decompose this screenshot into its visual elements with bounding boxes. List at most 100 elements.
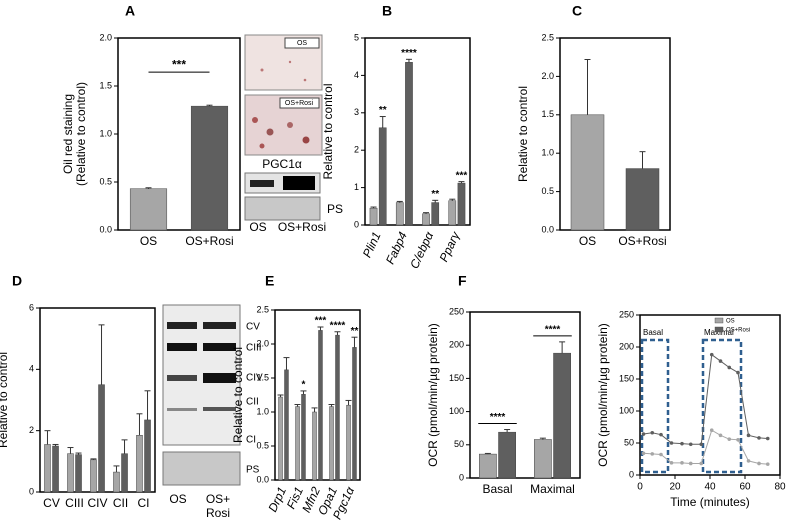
x-tick-label: CIII <box>65 496 84 510</box>
significance-label: ** <box>351 326 359 337</box>
bar <box>625 168 660 231</box>
y-tick-label: 2 <box>29 425 34 435</box>
legend-label: OS <box>726 319 735 325</box>
significance-label: *** <box>315 316 327 327</box>
y-tick-label: 0.5 <box>99 176 112 186</box>
bar <box>405 62 413 226</box>
band-label: CII <box>246 397 259 408</box>
bar <box>369 207 378 226</box>
bar <box>129 188 168 231</box>
x-tick-label: 20 <box>669 482 681 493</box>
bar <box>378 127 387 226</box>
cell <box>303 78 307 82</box>
inset-d: CV CIII CIV CII CI PS OS OS+ Rosi <box>162 304 263 520</box>
lane-label: OS+ <box>206 492 230 506</box>
bar <box>346 404 351 481</box>
bar <box>44 444 51 493</box>
x-tick-label: 80 <box>774 482 786 493</box>
y-axis-label: Oil red staining <box>61 94 75 174</box>
blot <box>244 196 321 221</box>
bar <box>284 369 289 481</box>
highlight-box <box>701 338 743 474</box>
blot-label: PS <box>327 202 343 216</box>
y-tick-label: 150 <box>619 373 634 383</box>
box-label: Maximal <box>704 328 734 337</box>
x-tick-label: OS <box>140 234 157 248</box>
x-tick-label: CIV <box>87 496 107 510</box>
bar <box>498 431 516 479</box>
y-tick-label: 2.5 <box>541 32 554 42</box>
cell <box>252 117 258 123</box>
cell <box>288 60 292 64</box>
blot-label: PS <box>246 465 260 476</box>
y-tick-label: 200 <box>619 341 634 351</box>
lane-label: OS+Rosi <box>278 220 326 234</box>
line <box>643 353 768 445</box>
bar <box>312 411 317 481</box>
bar <box>190 105 229 231</box>
significance-label: **** <box>330 320 346 331</box>
bar <box>431 202 440 226</box>
bar <box>570 114 605 231</box>
y-tick-label: 0.5 <box>541 186 554 196</box>
y-tick-label: 0.0 <box>256 474 269 484</box>
y-tick-label: 1 <box>354 182 359 192</box>
lane-label: Rosi <box>206 506 230 520</box>
y-axis-label: OCR (pmol/min/µg protein) <box>426 323 440 467</box>
x-tick-label: Basal <box>482 482 512 496</box>
bar <box>534 439 552 479</box>
inset-a: OS OS+Rosi PGC1α PS OS OS+Rosi <box>244 34 343 234</box>
y-tick-label: 2 <box>354 145 359 155</box>
y-axis-label: Relative to control <box>231 347 245 443</box>
bar <box>136 435 143 493</box>
band-label: CI <box>246 435 256 446</box>
bar <box>98 384 105 493</box>
point <box>641 432 646 436</box>
legend-swatch <box>714 326 724 333</box>
panel-label: F <box>458 273 467 289</box>
lane-label: OS <box>169 492 186 506</box>
bar <box>422 213 430 226</box>
blot-label: PGC1α <box>262 157 302 171</box>
plot-frame <box>274 309 361 481</box>
box-label: Basal <box>643 328 663 337</box>
band <box>167 343 197 351</box>
x-tick-label: Maximal <box>530 482 575 496</box>
micrograph-label: OS+Rosi <box>285 100 314 107</box>
y-tick-label: 0 <box>29 486 34 496</box>
bar <box>301 394 306 481</box>
point <box>765 436 770 441</box>
bar <box>329 406 334 481</box>
x-tick-label: Plin1 <box>360 230 384 260</box>
y-tick-label: 2.0 <box>99 32 112 42</box>
significance-label: *** <box>456 170 468 181</box>
bar <box>121 453 128 493</box>
significance-label: ** <box>379 105 387 116</box>
y-tick-label: 2.5 <box>256 304 269 314</box>
x-tick-label: CI <box>138 496 150 510</box>
y-tick-label: 1.0 <box>541 148 554 158</box>
plot-frame <box>559 37 671 231</box>
bar <box>278 396 283 481</box>
blot <box>162 451 241 486</box>
y-tick-label: 1.5 <box>256 372 269 382</box>
band <box>167 375 197 381</box>
significance-label: **** <box>490 412 506 423</box>
significance-label: * <box>302 380 306 391</box>
y-tick-label: 50 <box>624 437 634 447</box>
panel-label: E <box>265 273 274 289</box>
y-tick-label: 0.0 <box>99 224 112 234</box>
plot-frame <box>364 37 471 226</box>
bar <box>395 202 404 226</box>
legend-swatch <box>714 317 724 324</box>
y-tick-label: 2.0 <box>541 71 554 81</box>
y-tick-label: 250 <box>619 309 634 319</box>
plot-frame <box>39 307 156 493</box>
y-tick-label: 0 <box>459 472 464 482</box>
y-tick-label: 100 <box>449 406 464 416</box>
y-tick-label: 1.0 <box>256 406 269 416</box>
band <box>203 373 236 383</box>
band <box>167 322 197 329</box>
y-tick-label: 1.0 <box>99 128 112 138</box>
